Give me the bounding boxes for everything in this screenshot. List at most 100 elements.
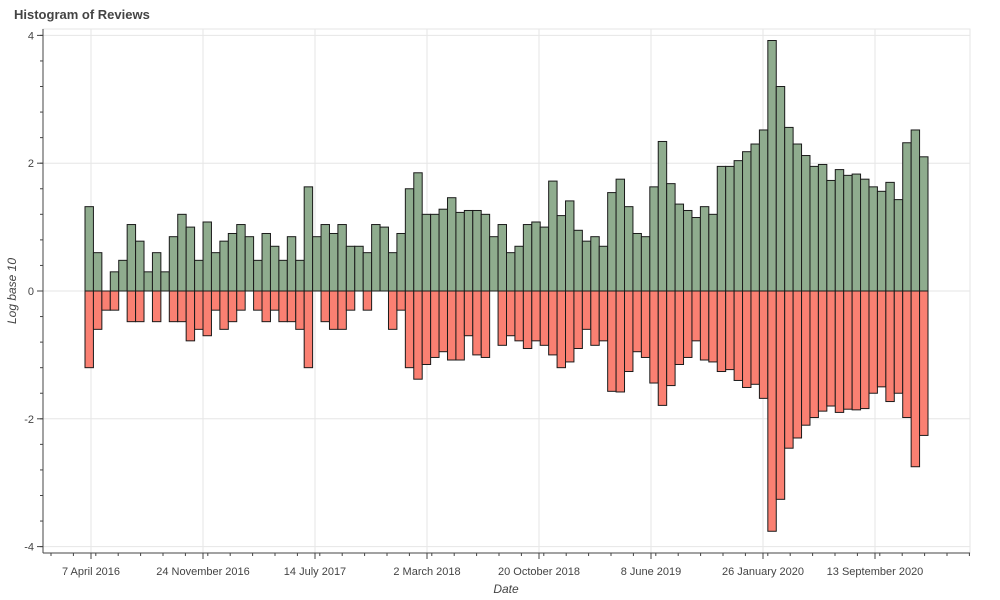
positive-bar (253, 259, 263, 292)
positive-bar (118, 259, 128, 292)
negative-bar (421, 290, 432, 365)
positive-bar (126, 224, 137, 292)
positive-bar (312, 236, 322, 292)
negative-bar (699, 290, 710, 361)
negative-bar (851, 290, 862, 411)
positive-bar (84, 206, 94, 292)
negative-bar (885, 290, 895, 403)
x-tick-label: 24 November 2016 (156, 566, 250, 578)
positive-bar (615, 178, 626, 292)
positive-bar (480, 213, 491, 292)
positive-bar (674, 203, 685, 292)
negative-bar (455, 290, 465, 361)
positive-bar (151, 252, 162, 292)
positive-bar (683, 209, 693, 292)
x-tick-label: 20 October 2018 (498, 566, 580, 578)
positive-bar (463, 209, 474, 292)
negative-bar (581, 290, 592, 330)
negative-bar (227, 290, 238, 323)
positive-bar (278, 259, 288, 292)
negative-bar (514, 290, 524, 342)
negative-bar (84, 290, 94, 369)
negative-bar (328, 290, 339, 330)
y-tick-label: 2 (28, 158, 34, 170)
negative-bar (539, 290, 550, 346)
positive-bar (817, 163, 828, 292)
x-tick-label: 13 September 2020 (827, 566, 924, 578)
negative-bar (750, 290, 760, 385)
positive-bar (295, 259, 305, 292)
positive-bar (893, 199, 904, 292)
negative-bar (446, 290, 457, 361)
chart-title: Histogram of Reviews (14, 7, 150, 22)
positive-bar (640, 236, 651, 292)
negative-bar (674, 290, 685, 365)
positive-bar (851, 173, 862, 292)
negative-bar (303, 290, 314, 369)
negative-bar (801, 290, 811, 426)
positive-bar (404, 188, 415, 292)
positive-bar (531, 221, 541, 292)
positive-bar (109, 271, 120, 292)
negative-bar (430, 290, 440, 358)
positive-bar (497, 224, 508, 292)
positive-bar (135, 240, 145, 292)
negative-bar (565, 290, 575, 363)
positive-bar (666, 183, 676, 292)
negative-bar (902, 290, 912, 419)
negative-bar (151, 290, 162, 323)
negative-bar (269, 290, 280, 311)
positive-bar (202, 221, 212, 292)
x-tick-label: 2 March 2018 (393, 566, 460, 578)
positive-bar (168, 236, 179, 292)
positive-bar (632, 232, 642, 292)
negative-bar (506, 290, 516, 337)
positive-bar (269, 245, 280, 292)
positive-bar (227, 232, 238, 292)
negative-bar (413, 290, 423, 380)
positive-bar (598, 245, 609, 292)
negative-bar (253, 290, 263, 311)
x-tick-label: 8 June 2019 (621, 566, 682, 578)
negative-bar (742, 290, 752, 388)
negative-bar (185, 290, 196, 342)
y-axis-label: Log base 10 (5, 258, 19, 324)
negative-bar (817, 290, 828, 412)
negative-bar (109, 290, 120, 311)
negative-bar (893, 290, 904, 394)
negative-bar (784, 290, 794, 449)
positive-bar (607, 192, 617, 292)
negative-bar (683, 290, 693, 358)
negative-bar (657, 290, 668, 406)
negative-bar (868, 290, 878, 394)
positive-bar (860, 178, 870, 292)
positive-bar (742, 151, 752, 292)
positive-bar (413, 172, 423, 292)
positive-bar (556, 215, 567, 292)
negative-bar (101, 290, 111, 311)
positive-bar (801, 155, 811, 292)
positive-bar (649, 186, 659, 292)
positive-bar (446, 197, 457, 292)
positive-bar (699, 206, 710, 292)
positive-bar (286, 236, 297, 292)
positive-bar (624, 206, 634, 292)
negative-bar (396, 290, 406, 311)
negative-bar (531, 290, 541, 342)
positive-bar (843, 174, 853, 292)
x-tick-label: 14 July 2017 (284, 566, 346, 578)
positive-bar (362, 252, 373, 292)
positive-bar (421, 213, 432, 292)
positive-bar (657, 140, 668, 292)
negative-bar (758, 290, 769, 399)
positive-bar (733, 160, 744, 292)
positive-bar (194, 259, 204, 292)
positive-bar (548, 180, 558, 292)
positive-bar (767, 40, 777, 292)
positive-bar (320, 224, 330, 292)
negative-bar (708, 290, 718, 363)
negative-bar (337, 290, 347, 330)
negative-bar (733, 290, 744, 381)
positive-bar (522, 224, 533, 292)
